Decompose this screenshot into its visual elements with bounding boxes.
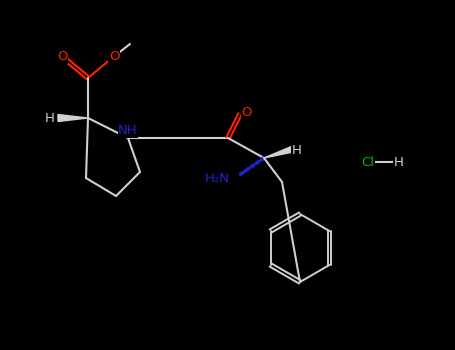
Text: H: H — [45, 112, 55, 125]
Text: H₂N: H₂N — [205, 172, 230, 184]
Text: Cl: Cl — [362, 155, 374, 168]
Text: H: H — [292, 144, 302, 156]
Text: O: O — [109, 50, 119, 63]
Text: H: H — [394, 155, 404, 168]
Text: O: O — [242, 106, 252, 119]
Text: O: O — [57, 50, 67, 63]
Text: NH: NH — [118, 125, 138, 138]
Polygon shape — [264, 146, 294, 158]
Polygon shape — [58, 114, 88, 121]
